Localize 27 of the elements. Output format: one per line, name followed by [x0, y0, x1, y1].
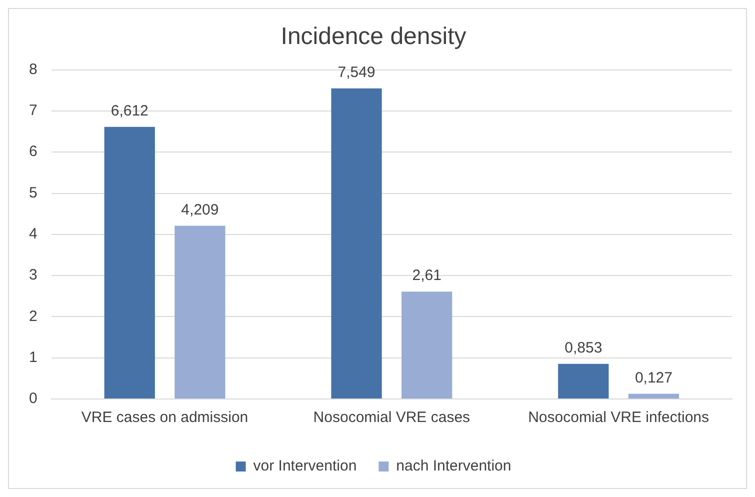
- chart-title: Incidence density: [280, 23, 466, 50]
- x-tick-label: VRE cases on admission: [81, 409, 248, 426]
- y-tick-label: 4: [29, 226, 38, 243]
- data-label: 4,209: [181, 201, 219, 218]
- data-label: 0,127: [634, 369, 672, 386]
- y-tick-label: 5: [29, 184, 38, 202]
- legend-label: nach Intervention: [396, 458, 512, 475]
- data-label: 2,61: [412, 267, 442, 284]
- x-tick-label: Nosocomial VRE infections: [528, 409, 710, 426]
- y-tick-label: 7: [29, 102, 38, 120]
- y-tick-label: 0: [29, 390, 38, 408]
- y-tick-label: 3: [29, 266, 38, 284]
- y-tick-label: 2: [29, 308, 38, 325]
- bar: [402, 292, 452, 398]
- y-tick-label: 1: [29, 348, 38, 366]
- bar: [628, 394, 680, 398]
- legend-label: vor Intervention: [253, 458, 357, 475]
- data-label: 0,853: [564, 340, 602, 357]
- bar: [104, 126, 155, 398]
- data-label: 6,612: [110, 102, 148, 120]
- bar: [331, 88, 382, 398]
- bar: [558, 364, 609, 398]
- x-tick-label: Nosocomial VRE cases: [313, 409, 470, 426]
- y-tick-label: 6: [29, 143, 38, 160]
- data-label: 7,549: [338, 64, 376, 81]
- y-tick-label: 8: [29, 60, 38, 78]
- bar: [174, 226, 226, 398]
